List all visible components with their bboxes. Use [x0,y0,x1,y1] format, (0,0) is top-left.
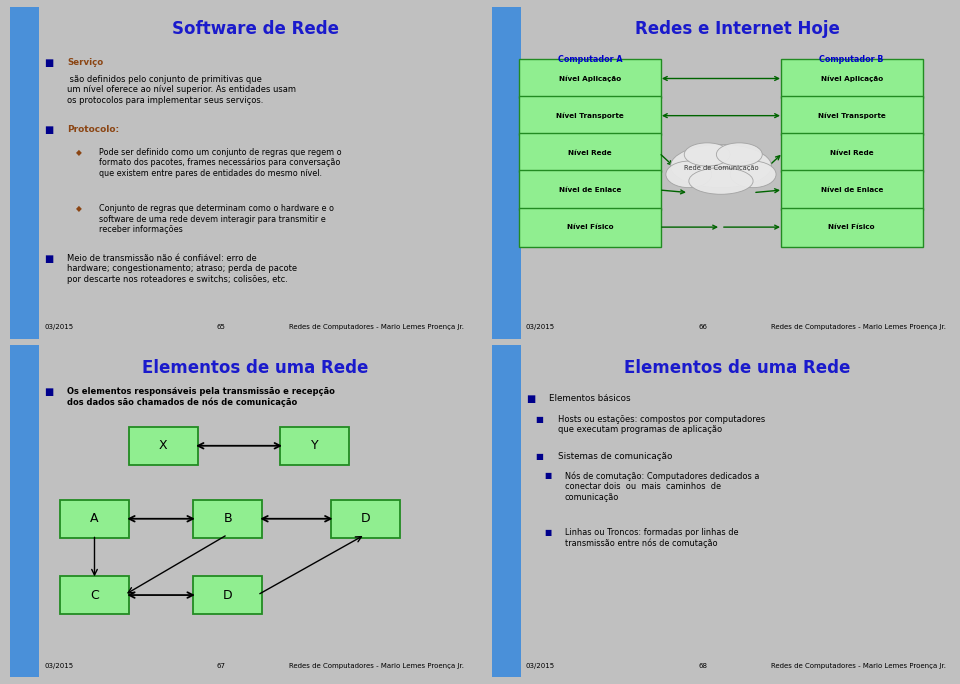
Text: Software de Rede: Software de Rede [172,20,339,38]
Text: 67: 67 [216,663,226,669]
Text: D: D [223,588,232,601]
Text: X: X [159,439,168,452]
Text: Nível de Enlace: Nível de Enlace [559,187,621,193]
Text: Nível Transporte: Nível Transporte [818,112,886,119]
Text: são definidos pelo conjunto de primitivas que
um nível oferece ao nível superior: são definidos pelo conjunto de primitiva… [67,75,296,105]
Text: 03/2015: 03/2015 [526,324,555,330]
FancyBboxPatch shape [331,500,399,538]
Text: Serviço: Serviço [67,58,104,67]
FancyBboxPatch shape [519,133,661,172]
Text: Computador B: Computador B [820,55,884,64]
Text: Redes de Computadores - Mario Lemes Proença Jr.: Redes de Computadores - Mario Lemes Proe… [289,324,464,330]
Text: Hosts ou estações: compostos por computadores
que executam programas de aplicaçã: Hosts ou estações: compostos por computa… [558,415,765,434]
Text: 65: 65 [216,324,226,330]
Ellipse shape [731,161,776,187]
Bar [492,345,521,677]
Text: D: D [360,512,370,525]
Ellipse shape [684,143,731,166]
FancyBboxPatch shape [519,170,661,209]
Text: Computador A: Computador A [558,55,622,64]
Text: Elementos básicos: Elementos básicos [549,393,631,402]
Text: Conjunto de regras que determinam como o hardware e o
software de uma rede devem: Conjunto de regras que determinam como o… [99,205,334,234]
Text: A: A [90,512,99,525]
FancyBboxPatch shape [519,59,661,98]
Text: ■: ■ [544,471,552,480]
Text: ■: ■ [44,387,53,397]
FancyBboxPatch shape [780,96,923,135]
Ellipse shape [689,168,753,194]
Text: Redes de Computadores - Mario Lemes Proença Jr.: Redes de Computadores - Mario Lemes Proe… [771,663,946,669]
Text: Nível Físico: Nível Físico [828,224,875,230]
Text: Y: Y [311,439,319,452]
Ellipse shape [666,161,711,187]
Text: Meio de transmissão não é confiável: erro de
hardware; congestionamento; atraso;: Meio de transmissão não é confiável: err… [67,254,297,284]
Text: ■: ■ [44,254,53,264]
Text: Redes de Computadores - Mario Lemes Proença Jr.: Redes de Computadores - Mario Lemes Proe… [289,663,464,669]
Bar [10,345,39,677]
Text: ■: ■ [44,124,53,135]
Text: Redes e Internet Hoje: Redes e Internet Hoje [635,20,839,38]
Bar [492,7,521,339]
Text: C: C [90,588,99,601]
FancyBboxPatch shape [780,59,923,98]
Text: Protocolo:: Protocolo: [67,124,119,133]
Text: Pode ser definido como um conjunto de regras que regem o
formato dos pacotes, fr: Pode ser definido como um conjunto de re… [99,148,342,178]
FancyBboxPatch shape [780,170,923,209]
Text: Redes de Computadores - Mario Lemes Proença Jr.: Redes de Computadores - Mario Lemes Proe… [771,324,946,330]
Text: ■: ■ [526,393,535,404]
FancyBboxPatch shape [780,207,923,247]
Text: Nível Transporte: Nível Transporte [556,112,624,119]
Text: Nível Aplicação: Nível Aplicação [821,75,883,82]
Bar [10,7,39,339]
Text: Nível de Enlace: Nível de Enlace [821,187,883,193]
Text: 03/2015: 03/2015 [44,324,73,330]
FancyBboxPatch shape [519,96,661,135]
Text: Linhas ou Troncos: formadas por linhas de
transmissão entre nós de comutação: Linhas ou Troncos: formadas por linhas d… [564,528,738,548]
Text: 03/2015: 03/2015 [44,663,73,669]
Text: ■: ■ [544,528,552,537]
Text: 03/2015: 03/2015 [526,663,555,669]
FancyBboxPatch shape [60,500,129,538]
Text: Elementos de uma Rede: Elementos de uma Rede [624,358,851,377]
Text: ◆: ◆ [76,148,82,157]
Text: ■: ■ [535,451,543,460]
FancyBboxPatch shape [129,427,198,465]
Text: ■: ■ [535,415,543,424]
Ellipse shape [716,143,762,166]
Text: 68: 68 [698,663,708,669]
FancyBboxPatch shape [193,500,262,538]
Text: B: B [224,512,232,525]
FancyBboxPatch shape [60,576,129,614]
Text: Rede de Comunicação: Rede de Comunicação [684,165,758,171]
Text: Os elementos responsáveis pela transmissão e recepção
dos dados são chamados de : Os elementos responsáveis pela transmiss… [67,387,335,407]
FancyBboxPatch shape [193,576,262,614]
Text: ◆: ◆ [76,205,82,213]
Ellipse shape [670,144,772,187]
Text: Nível Físico: Nível Físico [567,224,613,230]
FancyBboxPatch shape [280,427,349,465]
FancyBboxPatch shape [519,207,661,247]
Text: Elementos de uma Rede: Elementos de uma Rede [142,358,369,377]
Text: ■: ■ [44,58,53,68]
Text: Sistemas de comunicação: Sistemas de comunicação [558,451,672,460]
Text: 66: 66 [698,324,708,330]
FancyBboxPatch shape [780,133,923,172]
Text: Nível Rede: Nível Rede [830,150,874,156]
Text: Nível Rede: Nível Rede [568,150,612,156]
Text: Nós de comutação: Computadores dedicados a
conectar dois  ou  mais  caminhos  de: Nós de comutação: Computadores dedicados… [564,471,759,502]
Text: Nível Aplicação: Nível Aplicação [559,75,621,82]
